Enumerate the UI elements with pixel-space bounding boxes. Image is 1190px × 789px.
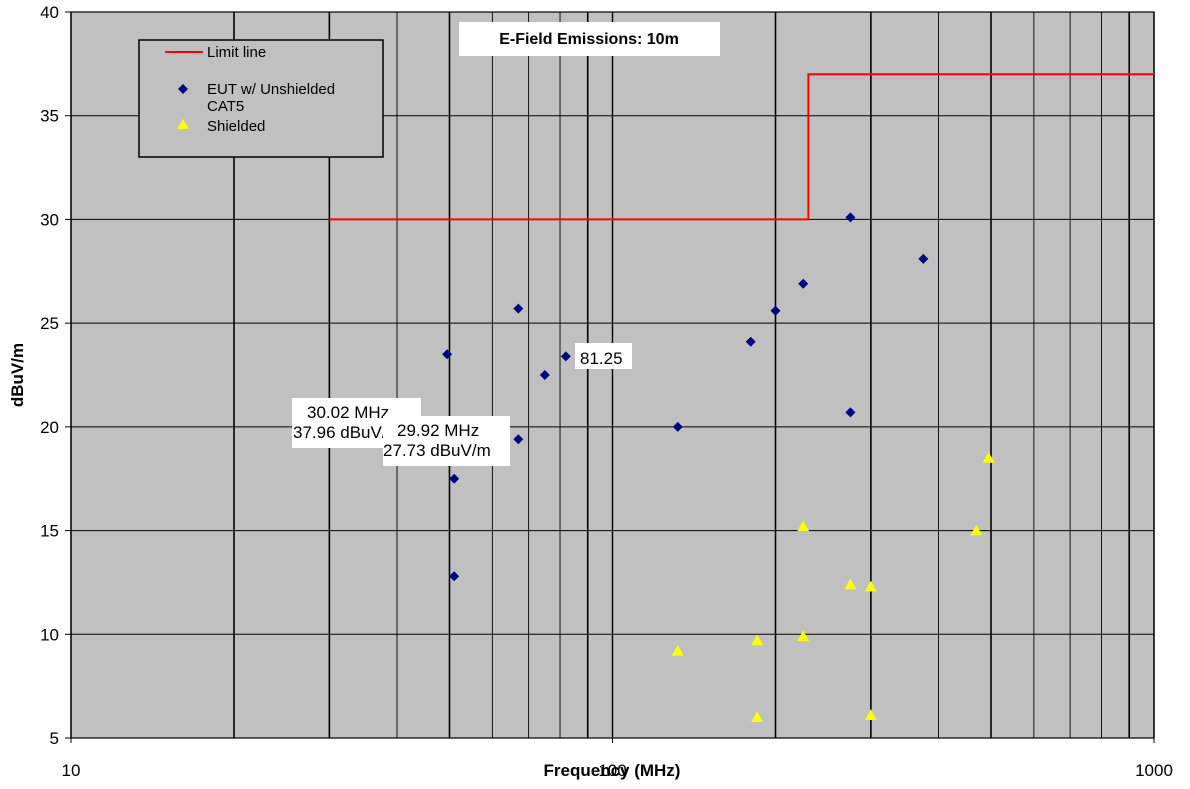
data-label-text: 29.92 MHz bbox=[397, 421, 479, 440]
data-label-text: 37.96 dBuV/m bbox=[293, 423, 401, 442]
y-tick-label: 20 bbox=[40, 418, 59, 437]
shielded-data-point bbox=[751, 711, 764, 723]
chart-title: E-Field Emissions: 10m bbox=[499, 31, 679, 48]
eut-data-point bbox=[770, 305, 781, 316]
legend-label-line2: CAT5 bbox=[207, 98, 244, 115]
legend-label: Shielded bbox=[207, 118, 265, 135]
minor-gridlines bbox=[233, 12, 1131, 738]
eut-data-point bbox=[442, 349, 453, 360]
eut-data-point bbox=[513, 303, 524, 314]
eut-data-point bbox=[539, 370, 550, 380]
shielded-data-point bbox=[751, 634, 764, 646]
shielded-data-point bbox=[864, 580, 877, 592]
y-tick-label: 10 bbox=[40, 625, 59, 644]
data-label-box bbox=[383, 416, 510, 466]
legend-shielded-swatch bbox=[177, 119, 189, 129]
chart-title-group: E-Field Emissions: 10m bbox=[459, 22, 720, 56]
eut-data-point bbox=[845, 407, 856, 418]
data-label-text: 27.73 dBuV/m bbox=[383, 441, 491, 460]
eut-data-point bbox=[560, 351, 571, 362]
y-axis: 5 10 15 20 25 30 35 40 bbox=[40, 3, 71, 748]
eut-unshielded-series bbox=[442, 212, 929, 582]
x-axis-title: Frequency (MHz) bbox=[544, 761, 681, 780]
x-tick-label: 10 bbox=[62, 761, 81, 780]
shielded-data-point bbox=[797, 520, 810, 532]
legend-label: EUT w/ Unshielded bbox=[207, 81, 335, 98]
y-tick-label: 30 bbox=[40, 210, 59, 229]
y-tick-label: 15 bbox=[40, 522, 59, 541]
legend-box bbox=[138, 39, 384, 158]
data-label-text: 30.02 MHz bbox=[307, 403, 389, 422]
x-tick-label: 100 bbox=[598, 761, 626, 780]
legend-eut-swatch bbox=[178, 84, 188, 94]
eut-data-point bbox=[449, 473, 460, 484]
data-label-text: 81.25 bbox=[580, 349, 623, 368]
y-tick-label: 5 bbox=[50, 729, 59, 748]
chart-title-box bbox=[459, 22, 720, 56]
shielded-data-point bbox=[982, 451, 995, 463]
eut-data-point bbox=[513, 434, 524, 445]
shielded-data-point bbox=[864, 709, 877, 720]
shielded-series bbox=[671, 451, 995, 723]
eut-data-point bbox=[845, 212, 856, 223]
eut-data-point bbox=[745, 336, 756, 347]
data-label-annotation: 81.25 bbox=[575, 343, 632, 369]
y-axis-title: dBuV/m bbox=[8, 343, 27, 407]
eut-data-point bbox=[798, 278, 809, 289]
limit-line-series bbox=[329, 73, 1154, 221]
eut-data-point bbox=[672, 421, 683, 432]
x-axis: 10 100 1000 bbox=[62, 738, 1173, 780]
shielded-data-point bbox=[671, 644, 684, 656]
shielded-data-point bbox=[797, 630, 810, 642]
x-tick-label: 1000 bbox=[1135, 761, 1173, 780]
y-tick-label: 25 bbox=[40, 314, 59, 333]
eut-data-point bbox=[918, 253, 929, 264]
y-tick-label: 40 bbox=[40, 3, 59, 22]
eut-data-point bbox=[449, 571, 460, 582]
shielded-data-point bbox=[844, 578, 857, 590]
legend-label: Limit line bbox=[207, 44, 266, 61]
y-tick-label: 35 bbox=[40, 107, 59, 126]
data-label-box bbox=[575, 343, 632, 369]
shielded-data-point bbox=[970, 524, 983, 536]
